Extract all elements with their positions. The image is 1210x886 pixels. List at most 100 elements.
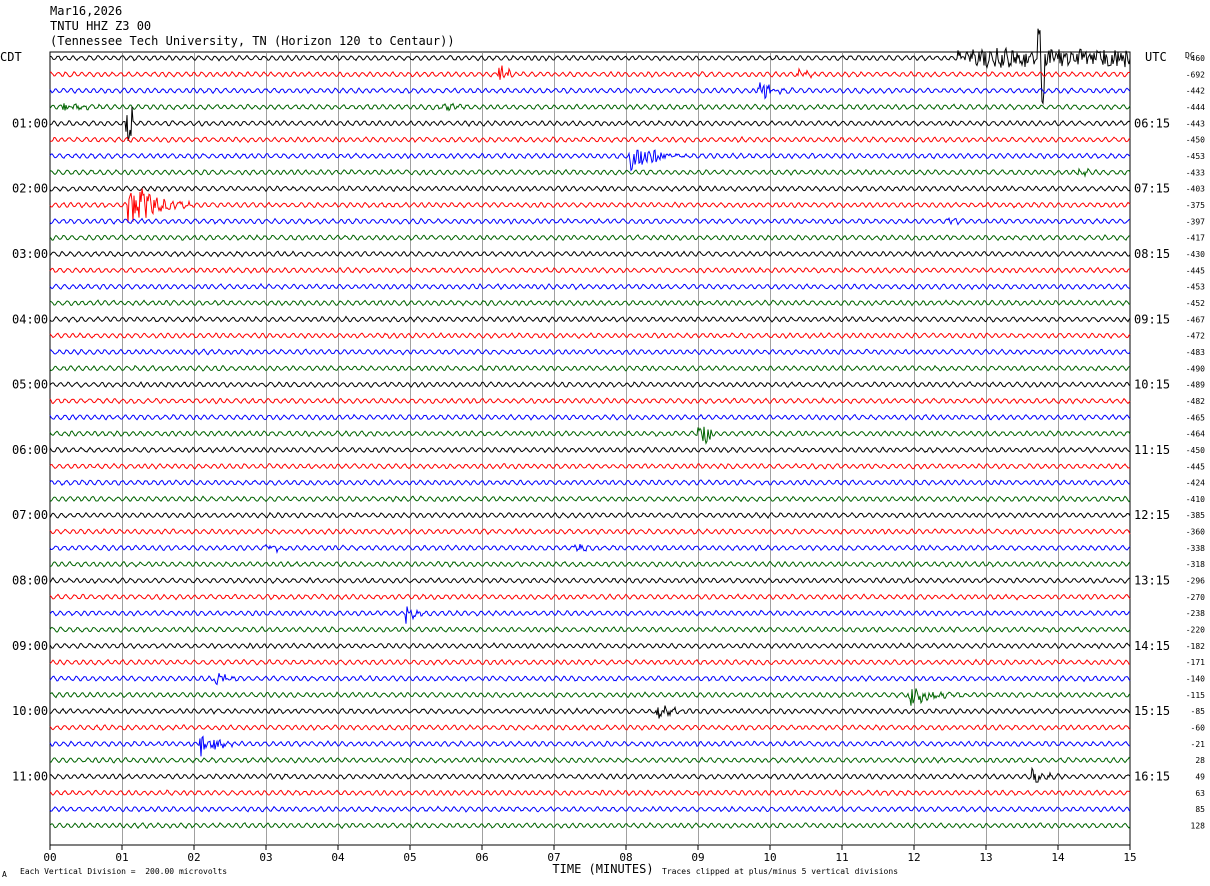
trace-row	[49, 766, 1131, 783]
trace-row	[49, 527, 1131, 536]
dc-offset-label: -238	[1186, 609, 1205, 618]
dc-offset-label: 63	[1195, 789, 1205, 798]
left-axis-label: CDT	[0, 50, 22, 64]
trace-row	[49, 167, 1131, 178]
dc-offset-label: -296	[1186, 577, 1205, 586]
trace-row	[49, 188, 1131, 223]
dc-offset-label: 28	[1195, 756, 1205, 765]
x-axis-ticks: 00 01 02 03 04 05 06 07 08 09 10 11 12 13 14 15	[43, 845, 1137, 864]
trace-row	[49, 397, 1131, 405]
x-tick-label: 03	[259, 851, 272, 864]
left-hour-label: 06:00	[12, 443, 48, 457]
x-tick-label: 11	[835, 851, 848, 864]
dc-offset-label: -171	[1186, 658, 1205, 667]
right-hour-label: 10:15	[1134, 378, 1170, 392]
trace-row	[49, 135, 1131, 144]
dc-offset-label: -270	[1186, 593, 1205, 602]
right-hour-label: 16:15	[1134, 770, 1170, 784]
dc-offset-label: -60	[1191, 724, 1206, 733]
right-hour-label: 15:15	[1134, 704, 1170, 718]
left-hour-label: 05:00	[12, 378, 48, 392]
trace-row	[49, 217, 1131, 226]
left-hour-label: 11:00	[12, 770, 48, 784]
trace-row	[49, 185, 1131, 193]
dc-offset-label: -489	[1186, 381, 1205, 390]
trace-row	[49, 511, 1131, 519]
scale-note: Each Vertical Division = 200.00 microvol…	[20, 867, 228, 876]
plot-station: (Tennessee Tech University, TN (Horizon …	[50, 34, 455, 48]
x-tick-label: 05	[403, 851, 416, 864]
left-hour-label: 10:00	[12, 704, 48, 718]
trace-row	[49, 65, 1131, 80]
clip-note: Traces clipped at plus/minus 5 vertical …	[662, 867, 899, 876]
dc-offset-label: 128	[1191, 822, 1206, 831]
trace-row	[49, 315, 1131, 323]
trace-row	[49, 673, 1131, 686]
trace-row	[49, 789, 1131, 797]
trace-row	[49, 250, 1131, 258]
x-tick-label: 08	[619, 851, 632, 864]
trace-row	[49, 282, 1131, 291]
dc-offset-label: -430	[1186, 250, 1205, 259]
dc-offset-label: -403	[1186, 185, 1205, 194]
x-axis-label: TIME (MINUTES)	[552, 862, 653, 876]
dc-offset-label: -442	[1186, 87, 1205, 96]
trace-row	[49, 462, 1131, 470]
right-hour-label: 08:15	[1134, 247, 1170, 261]
trace-row	[49, 642, 1131, 650]
dc-offset-label: -424	[1186, 479, 1205, 488]
left-hour-label: 02:00	[12, 182, 48, 196]
left-hour-label: 07:00	[12, 508, 48, 522]
left-hour-label: 08:00	[12, 574, 48, 588]
dc-offset-label: -464	[1186, 430, 1205, 439]
right-hour-label: 09:15	[1134, 312, 1170, 326]
left-hour-label: 04:00	[12, 312, 48, 326]
dc-offset-label: -444	[1186, 103, 1205, 112]
left-hour-label: 09:00	[12, 639, 48, 653]
dc-offset-label: -21	[1191, 740, 1206, 749]
trace-row	[49, 82, 1131, 100]
dc-offset-label: -482	[1186, 397, 1205, 406]
trace-row	[50, 560, 1131, 568]
dc-offset-label: -452	[1186, 299, 1205, 308]
left-hour-label: 01:00	[12, 116, 48, 130]
seismic-traces	[49, 28, 1131, 829]
dc-offset-label: -472	[1186, 332, 1205, 341]
dc-offset-label: -433	[1186, 168, 1205, 177]
trace-row	[49, 299, 1131, 307]
x-tick-label: 01	[115, 851, 128, 864]
trace-row	[49, 735, 1131, 757]
x-tick-label: 13	[979, 851, 992, 864]
trace-row	[49, 446, 1131, 454]
trace-row	[49, 332, 1131, 340]
dc-offset-label: -397	[1186, 217, 1205, 226]
plot-date: Mar16,2026	[50, 4, 123, 18]
dc-offset-label: -453	[1186, 283, 1205, 292]
dc-offset-label: -490	[1186, 364, 1205, 373]
dc-offset-label: -410	[1186, 495, 1205, 504]
plot-channel: TNTU HHZ Z3 00	[50, 19, 152, 33]
x-tick-label: 02	[187, 851, 200, 864]
dc-label: DC	[1185, 51, 1195, 60]
right-hour-label: 07:15	[1134, 182, 1170, 196]
dc-offset-label: -445	[1186, 462, 1205, 471]
trace-row	[49, 822, 1131, 829]
trace-row	[49, 724, 1131, 731]
trace-row	[49, 28, 1131, 105]
x-tick-label: 14	[1051, 851, 1065, 864]
dc-offset-label: -417	[1186, 234, 1205, 243]
right-hour-label: 14:15	[1134, 639, 1170, 653]
dc-offset-label: -182	[1186, 642, 1205, 651]
left-time-labels: 01:00 02:00 03:00 04:00 05:00 06:00 07:00 08:00…	[12, 116, 48, 783]
dc-offset-label: -450	[1186, 446, 1205, 455]
dc-offset-label: -450	[1186, 136, 1205, 145]
dc-offset-label: -318	[1186, 560, 1205, 569]
x-tick-label: 00	[43, 851, 56, 864]
trace-row	[49, 805, 1131, 813]
trace-row	[49, 479, 1131, 487]
corner-mark: A	[2, 870, 7, 879]
trace-row	[49, 102, 1131, 112]
dc-offset-label: -115	[1186, 691, 1205, 700]
right-hour-label: 12:15	[1134, 508, 1170, 522]
dc-offset-label: -445	[1186, 266, 1205, 275]
